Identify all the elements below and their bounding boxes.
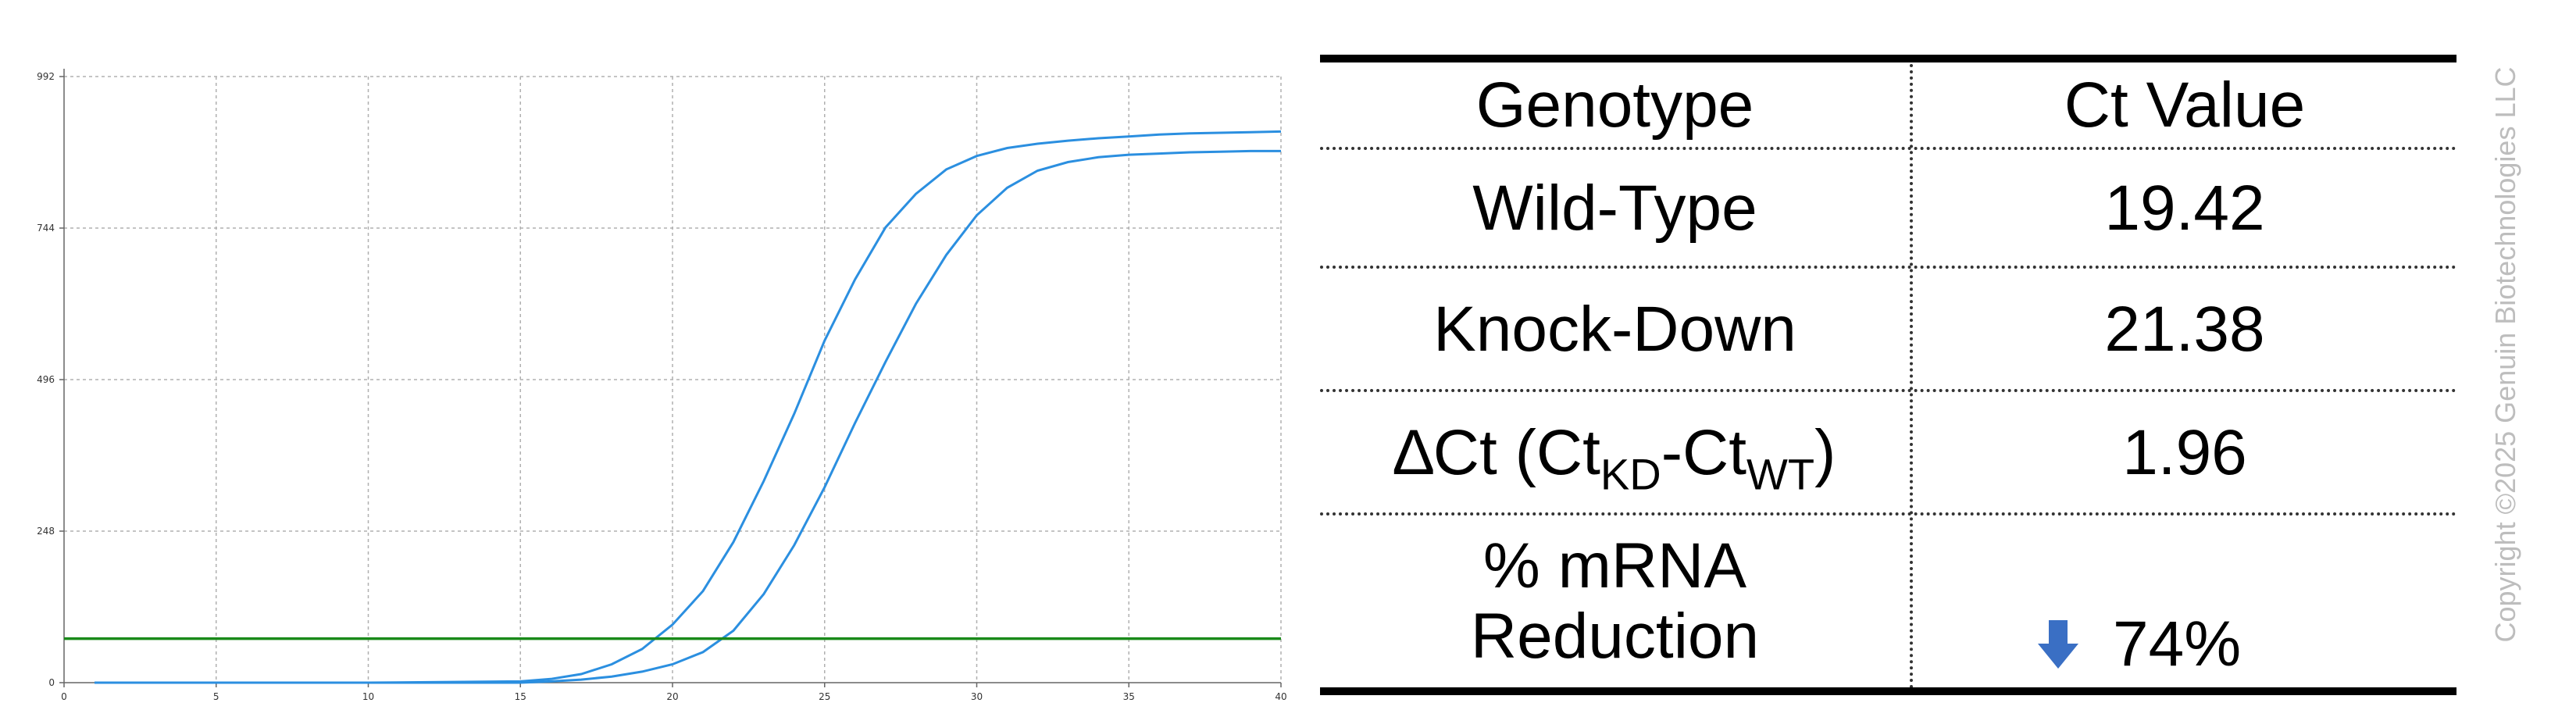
row-wild-type-label: Wild-Type <box>1472 172 1757 244</box>
down-arrow-icon <box>2038 620 2078 669</box>
y-tick-label: 0 <box>48 677 55 688</box>
row-delta-ct-label: ∆Ct (CtKD-CtWT) <box>1320 392 1910 514</box>
y-tick-label: 992 <box>37 71 55 82</box>
x-tick-label: 35 <box>1123 691 1135 702</box>
amplification-curves <box>95 130 1282 684</box>
grid-lines <box>64 76 1282 683</box>
row-reduction-value: 74% <box>1913 601 2456 687</box>
tick-labels: 0 5 10 15 20 25 30 35 40 0 248 496 744 992 <box>37 71 1287 702</box>
row-knock-down-label: Knock-Down <box>1433 293 1796 365</box>
delta-ct-prefix: ∆Ct (Ct <box>1393 416 1600 488</box>
y-tick-label: 248 <box>37 526 55 537</box>
delta-ct-sub-kd: KD <box>1600 449 1661 499</box>
x-tick-label: 30 <box>971 691 983 702</box>
x-tick-label: 25 <box>819 691 830 702</box>
axes <box>59 69 1282 687</box>
table-top-rule <box>1320 55 2456 62</box>
row-divider <box>1320 147 2456 150</box>
row-knock-down-value: 21.38 <box>2104 293 2265 365</box>
delta-ct-sub-wt: WT <box>1746 449 1815 499</box>
x-tick-label: 5 <box>213 691 219 702</box>
x-tick-label: 20 <box>666 691 678 702</box>
header-genotype: Genotype <box>1475 69 1754 141</box>
table-bottom-rule <box>1320 687 2456 695</box>
row-divider <box>1320 266 2456 269</box>
amplification-curve-1 <box>95 130 1282 684</box>
amplification-curve-2 <box>95 149 1281 684</box>
delta-ct-suffix: ) <box>1814 416 1836 488</box>
copyright-watermark: Copyright ©2025 Genuin Biotechnologies L… <box>2489 66 2521 643</box>
reduction-value: 74% <box>2113 608 2242 680</box>
reduction-label-line1: % mRNA <box>1482 530 1747 601</box>
x-tick-label: 10 <box>362 691 374 702</box>
row-delta-ct-value: 1.96 <box>2122 416 2247 488</box>
y-tick-label: 496 <box>37 374 55 385</box>
column-divider <box>1910 64 1913 689</box>
delta-ct-dash: -Ct <box>1661 416 1746 488</box>
y-tick-label: 744 <box>37 223 55 234</box>
reduction-label-line2: Reduction <box>1470 601 1760 672</box>
x-tick-label: 0 <box>61 691 67 702</box>
row-wild-type-value: 19.42 <box>2104 172 2265 244</box>
row-divider <box>1320 389 2456 392</box>
amplification-chart: 0 5 10 15 20 25 30 35 40 0 248 496 744 992 <box>37 69 1287 702</box>
row-divider <box>1320 512 2456 516</box>
x-tick-label: 40 <box>1275 691 1286 702</box>
results-table: Genotype Ct Value Wild-Type 19.42 Knock-… <box>1320 55 2456 695</box>
x-tick-label: 15 <box>515 691 526 702</box>
row-reduction-label: % mRNA Reduction <box>1320 516 1910 687</box>
header-ct-value: Ct Value <box>2064 69 2306 141</box>
